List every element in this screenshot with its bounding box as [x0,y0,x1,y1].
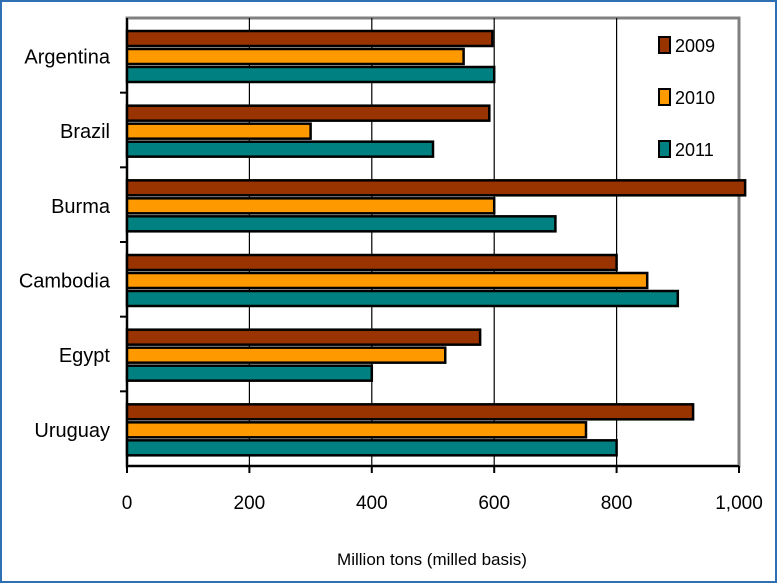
bar-uruguay-2011 [125,439,618,457]
bar-egypt-2011 [125,364,374,382]
category-label: Uruguay [34,420,110,442]
legend-swatch-2010 [658,88,671,106]
bar-brazil-2009 [125,104,491,122]
bar-cambodia-2011 [125,289,680,308]
x-axis-title: Million tons (milled basis) [337,550,527,569]
axes [120,18,740,473]
category-label: Egypt [59,345,111,367]
gridlines [248,18,618,466]
bar-burma-2009 [125,179,747,197]
category-label: Cambodia [19,271,111,293]
x-tick-label: 800 [601,493,633,514]
bar-argentina-2009 [125,29,494,48]
bar-egypt-2010 [125,346,447,364]
legend-label-2010: 2010 [675,88,715,108]
x-tick-label: 0 [122,493,133,514]
x-tick-label: 1,000 [715,493,763,514]
category-labels: Argentina Brazil Burma Cambodia Egypt Uruguay [19,47,111,442]
bar-uruguay-2010 [125,421,588,439]
legend-swatch-2011 [658,140,671,158]
category-label: Argentina [24,47,110,69]
bar-brazil-2010 [125,122,312,140]
x-tick-label: 200 [234,493,266,514]
tick-labels: 0 200 400 600 800 1,000 [122,493,763,514]
bar-burma-2011 [125,215,557,233]
bar-cambodia-2009 [125,253,618,272]
bar-cambodia-2010 [125,271,649,290]
bar-brazil-2011 [125,140,435,158]
category-label: Burma [51,196,111,218]
legend-label-2011: 2011 [675,140,714,160]
bar-burma-2010 [125,197,496,215]
legend: 2009 2010 2011 [658,36,715,160]
bar-argentina-2011 [125,65,496,84]
x-tick-label: 600 [478,493,510,514]
plot-area [125,16,741,468]
bar-uruguay-2009 [125,403,695,421]
category-label: Brazil [60,121,110,143]
x-tick-label: 400 [356,493,388,514]
bar-argentina-2010 [125,47,465,66]
bar-egypt-2009 [125,328,482,346]
legend-swatch-2009 [658,36,671,54]
legend-label-2009: 2009 [675,36,715,56]
